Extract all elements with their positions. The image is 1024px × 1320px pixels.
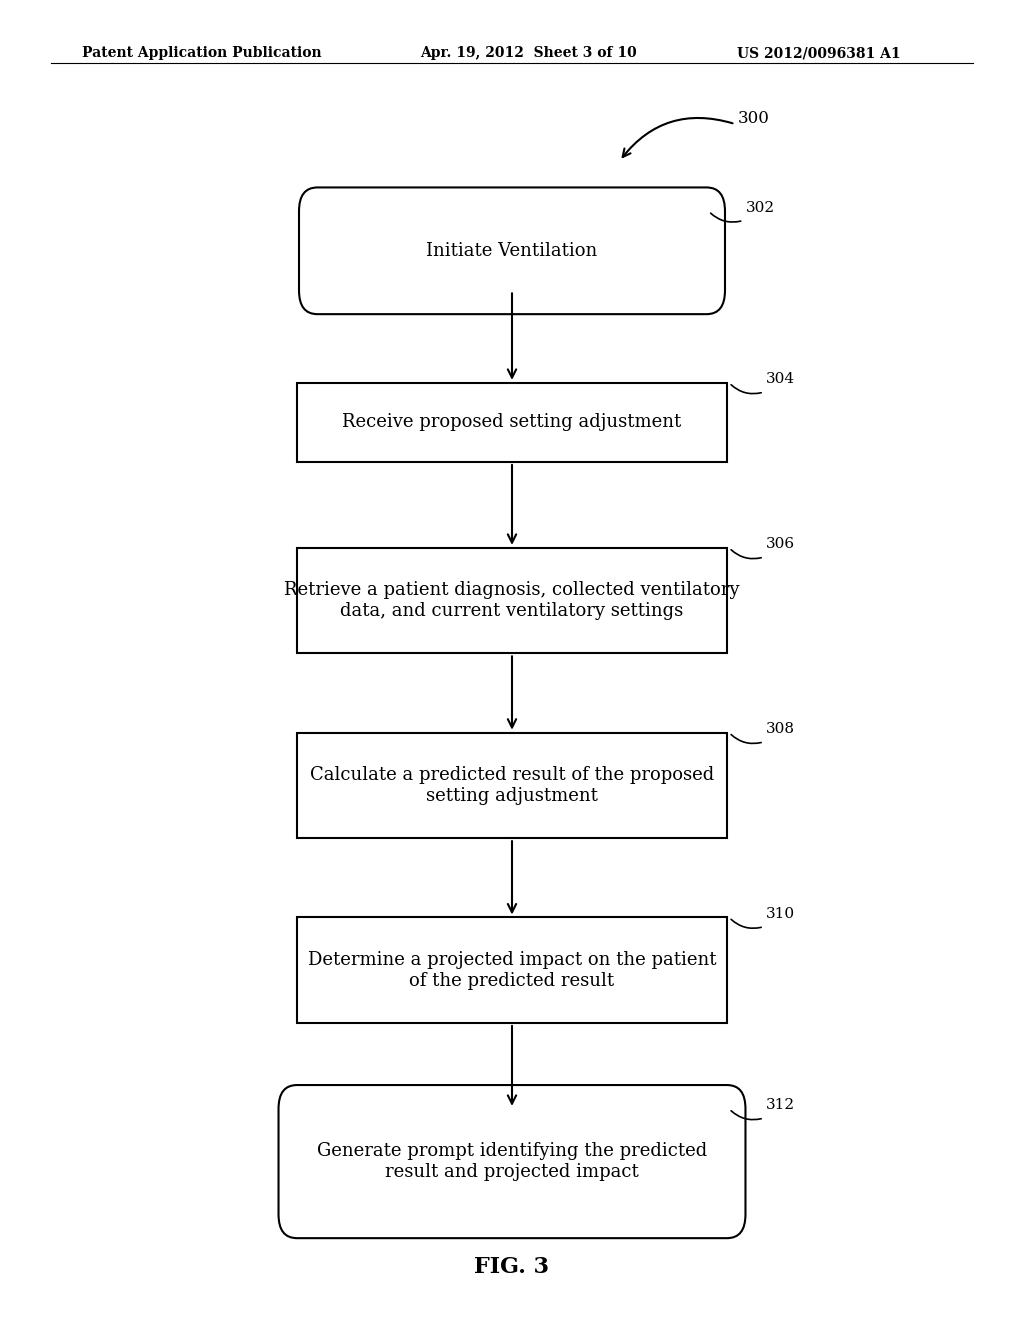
Text: 300: 300 [737, 111, 769, 127]
Text: Generate prompt identifying the predicted
result and projected impact: Generate prompt identifying the predicte… [316, 1142, 708, 1181]
Text: 306: 306 [766, 537, 795, 552]
Text: US 2012/0096381 A1: US 2012/0096381 A1 [737, 46, 901, 61]
Text: Retrieve a patient diagnosis, collected ventilatory
data, and current ventilator: Retrieve a patient diagnosis, collected … [285, 581, 739, 620]
Text: Apr. 19, 2012  Sheet 3 of 10: Apr. 19, 2012 Sheet 3 of 10 [420, 46, 637, 61]
FancyBboxPatch shape [297, 383, 727, 462]
Text: 302: 302 [745, 201, 774, 215]
Text: Determine a projected impact on the patient
of the predicted result: Determine a projected impact on the pati… [308, 950, 716, 990]
Text: FIG. 3: FIG. 3 [474, 1257, 550, 1278]
Text: Receive proposed setting adjustment: Receive proposed setting adjustment [342, 413, 682, 432]
Text: Initiate Ventilation: Initiate Ventilation [426, 242, 598, 260]
FancyBboxPatch shape [297, 548, 727, 653]
FancyBboxPatch shape [297, 917, 727, 1023]
Text: Calculate a predicted result of the proposed
setting adjustment: Calculate a predicted result of the prop… [310, 766, 714, 805]
FancyBboxPatch shape [299, 187, 725, 314]
FancyBboxPatch shape [279, 1085, 745, 1238]
Text: Patent Application Publication: Patent Application Publication [82, 46, 322, 61]
Text: 310: 310 [766, 907, 795, 921]
Text: 312: 312 [766, 1098, 795, 1113]
FancyBboxPatch shape [297, 733, 727, 838]
Text: 304: 304 [766, 372, 795, 387]
Text: 308: 308 [766, 722, 795, 737]
